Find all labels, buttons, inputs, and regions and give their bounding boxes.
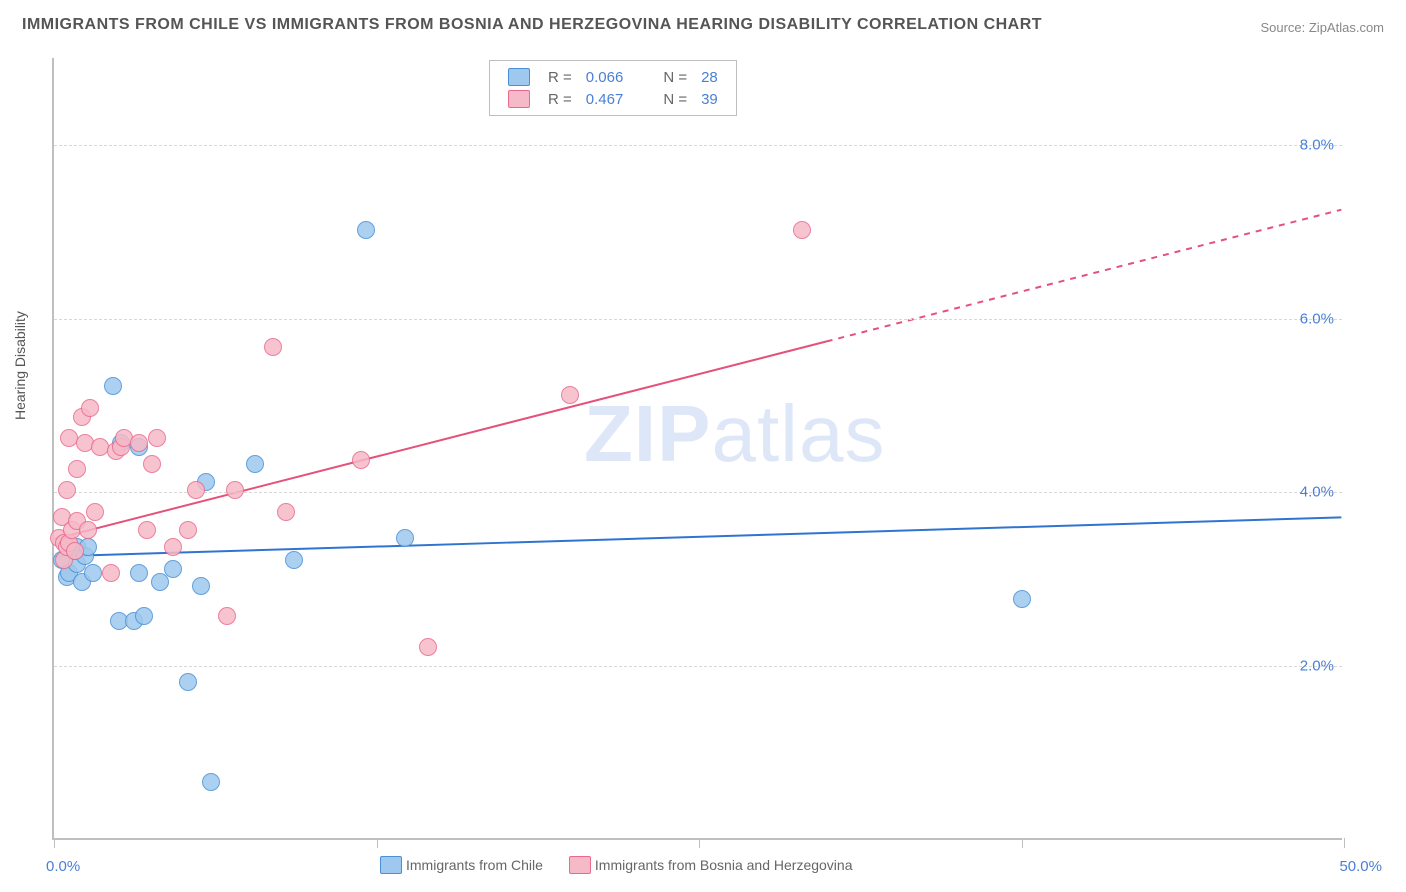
data-point <box>1013 590 1031 608</box>
legend-swatch <box>380 856 402 874</box>
data-point <box>179 521 197 539</box>
y-tick-label: 4.0% <box>1300 484 1334 501</box>
data-point <box>81 399 99 417</box>
data-point <box>285 551 303 569</box>
gridline <box>54 145 1342 146</box>
data-point <box>138 521 156 539</box>
chart-title: IMMIGRANTS FROM CHILE VS IMMIGRANTS FROM… <box>22 16 1042 34</box>
legend-n-value: 39 <box>695 89 724 109</box>
data-point <box>264 338 282 356</box>
legend-correlation-box: R =0.066 N =28 R =0.467 N =39 <box>489 60 737 116</box>
gridline <box>54 666 1342 667</box>
x-tick <box>377 838 378 848</box>
data-point <box>79 521 97 539</box>
data-point <box>130 564 148 582</box>
legend-item-label: Immigrants from Chile <box>406 857 543 873</box>
data-point <box>419 638 437 656</box>
trend-line <box>55 517 1342 556</box>
chart-plot-area: ZIPatlas R =0.066N =28R =0.467N =39 2.0%… <box>52 58 1342 840</box>
data-point <box>179 673 197 691</box>
gridline <box>54 319 1342 320</box>
legend-row: R =0.467 N =39 <box>502 89 724 109</box>
legend-series: Immigrants from Chile Immigrants from Bos… <box>380 856 878 877</box>
x-min-label: 0.0% <box>46 858 80 875</box>
data-point <box>226 481 244 499</box>
legend-r-label: R = <box>542 67 578 87</box>
data-point <box>352 451 370 469</box>
data-point <box>218 607 236 625</box>
trend-line <box>55 341 827 539</box>
x-tick <box>54 838 55 848</box>
data-point <box>277 503 295 521</box>
data-point <box>148 429 166 447</box>
data-point <box>164 560 182 578</box>
legend-swatch <box>569 856 591 874</box>
y-tick-label: 8.0% <box>1300 136 1334 153</box>
trend-line-dashed <box>827 210 1342 342</box>
x-tick <box>1022 838 1023 848</box>
data-point <box>68 460 86 478</box>
legend-r-value: 0.066 <box>580 67 630 87</box>
legend-row: R =0.066 N =28 <box>502 67 724 87</box>
data-point <box>86 503 104 521</box>
data-point <box>396 529 414 547</box>
data-point <box>130 434 148 452</box>
trend-lines-layer <box>54 58 1342 838</box>
data-point <box>102 564 120 582</box>
x-tick <box>1344 838 1345 848</box>
source-label: Source: ZipAtlas.com <box>1260 20 1384 35</box>
gridline <box>54 492 1342 493</box>
data-point <box>66 542 84 560</box>
x-max-label: 50.0% <box>1339 858 1382 875</box>
legend-swatch <box>508 68 530 86</box>
data-point <box>143 455 161 473</box>
legend-n-label: N = <box>657 89 693 109</box>
legend-swatch <box>508 90 530 108</box>
y-tick-label: 2.0% <box>1300 658 1334 675</box>
legend-r-value: 0.467 <box>580 89 630 109</box>
data-point <box>246 455 264 473</box>
x-tick <box>699 838 700 848</box>
legend-item: Immigrants from Bosnia and Herzegovina <box>569 856 853 874</box>
legend-n-label: N = <box>657 67 693 87</box>
data-point <box>135 607 153 625</box>
data-point <box>793 221 811 239</box>
data-point <box>84 564 102 582</box>
legend-item: Immigrants from Chile <box>380 856 543 874</box>
legend-table: R =0.066 N =28 R =0.467 N =39 <box>500 65 726 111</box>
legend-item-label: Immigrants from Bosnia and Herzegovina <box>595 857 853 873</box>
data-point <box>192 577 210 595</box>
data-point <box>202 773 220 791</box>
data-point <box>164 538 182 556</box>
y-axis-label: Hearing Disability <box>12 311 28 420</box>
data-point <box>561 386 579 404</box>
data-point <box>104 377 122 395</box>
data-point <box>187 481 205 499</box>
data-point <box>58 481 76 499</box>
y-tick-label: 6.0% <box>1300 310 1334 327</box>
legend-n-value: 28 <box>695 67 724 87</box>
data-point <box>357 221 375 239</box>
legend-r-label: R = <box>542 89 578 109</box>
